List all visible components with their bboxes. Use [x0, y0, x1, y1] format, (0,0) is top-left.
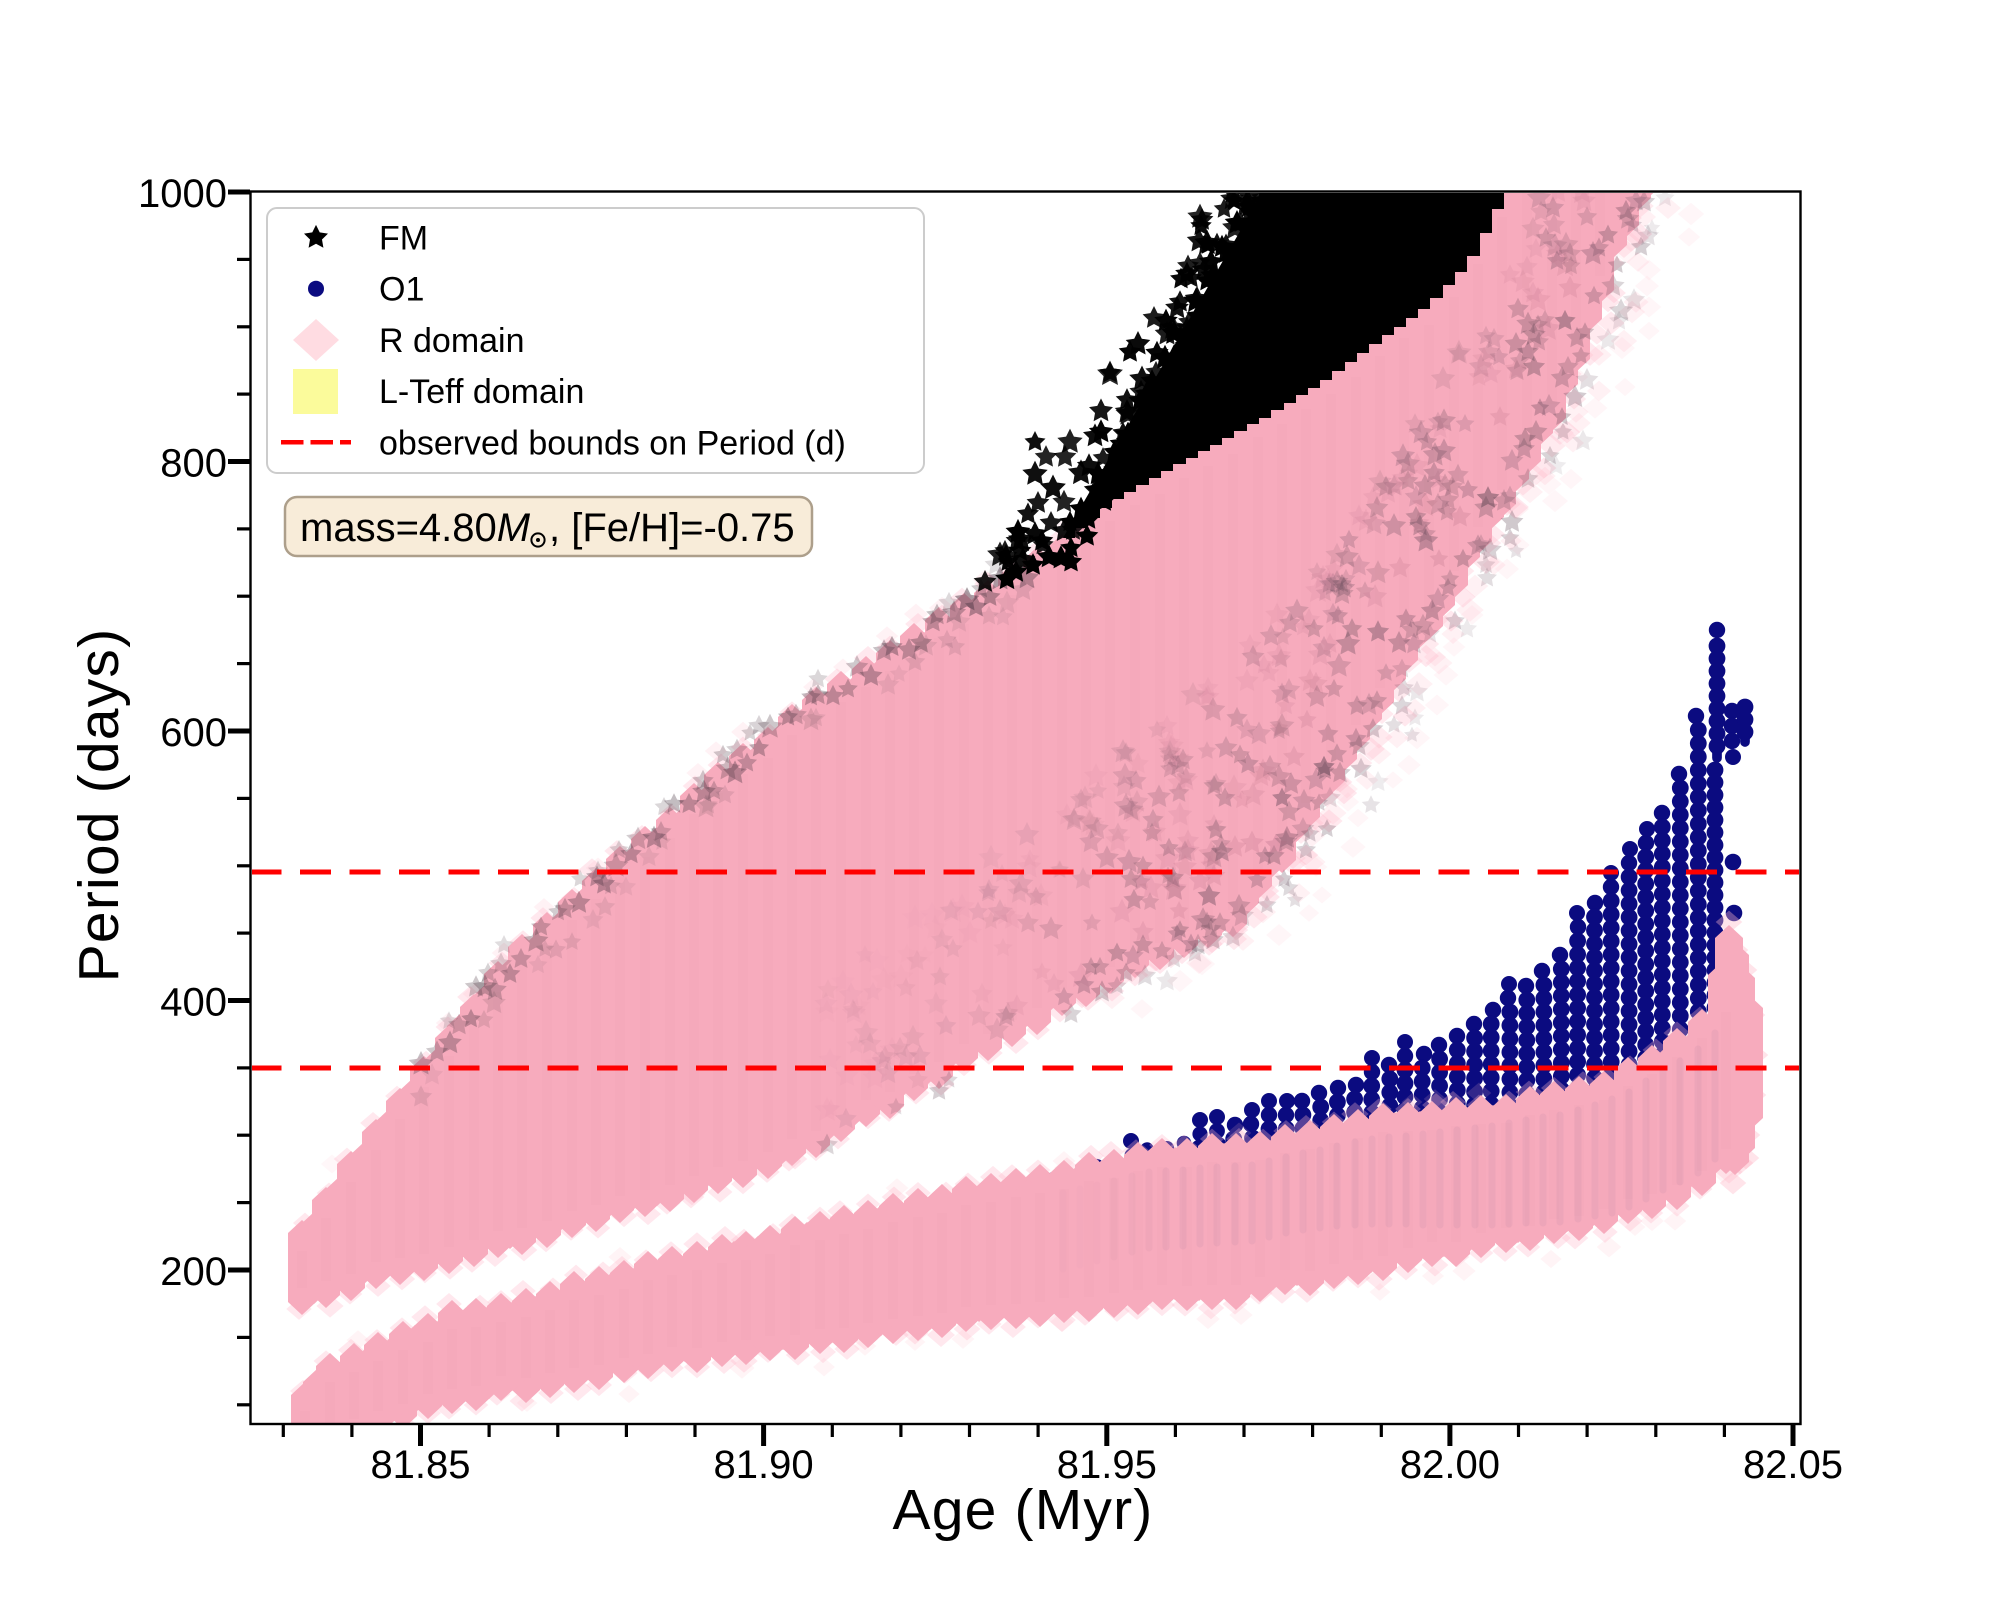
svg-text:, [Fe/H]=-0.75: , [Fe/H]=-0.75 — [549, 506, 795, 550]
svg-text:82.05: 82.05 — [1743, 1443, 1843, 1487]
svg-text:observed bounds on Period (d): observed bounds on Period (d) — [379, 424, 846, 462]
svg-text:mass=4.80M: mass=4.80M — [300, 506, 531, 550]
svg-text:200: 200 — [160, 1250, 227, 1294]
svg-text:800: 800 — [160, 442, 227, 486]
svg-text:Period (days): Period (days) — [67, 628, 131, 983]
svg-text:FM: FM — [379, 220, 428, 258]
svg-text:1000: 1000 — [138, 172, 227, 216]
svg-text:400: 400 — [160, 981, 227, 1025]
svg-text:81.85: 81.85 — [370, 1443, 470, 1487]
svg-text:82.00: 82.00 — [1400, 1443, 1500, 1487]
svg-text:81.90: 81.90 — [714, 1443, 814, 1487]
svg-text:Age (Myr): Age (Myr) — [893, 1478, 1154, 1542]
svg-text:R domain: R domain — [379, 322, 525, 360]
svg-text:O1: O1 — [379, 271, 424, 309]
svg-text:L-Teff domain: L-Teff domain — [379, 373, 584, 411]
svg-text:81.95: 81.95 — [1057, 1443, 1157, 1487]
svg-text:600: 600 — [160, 711, 227, 755]
